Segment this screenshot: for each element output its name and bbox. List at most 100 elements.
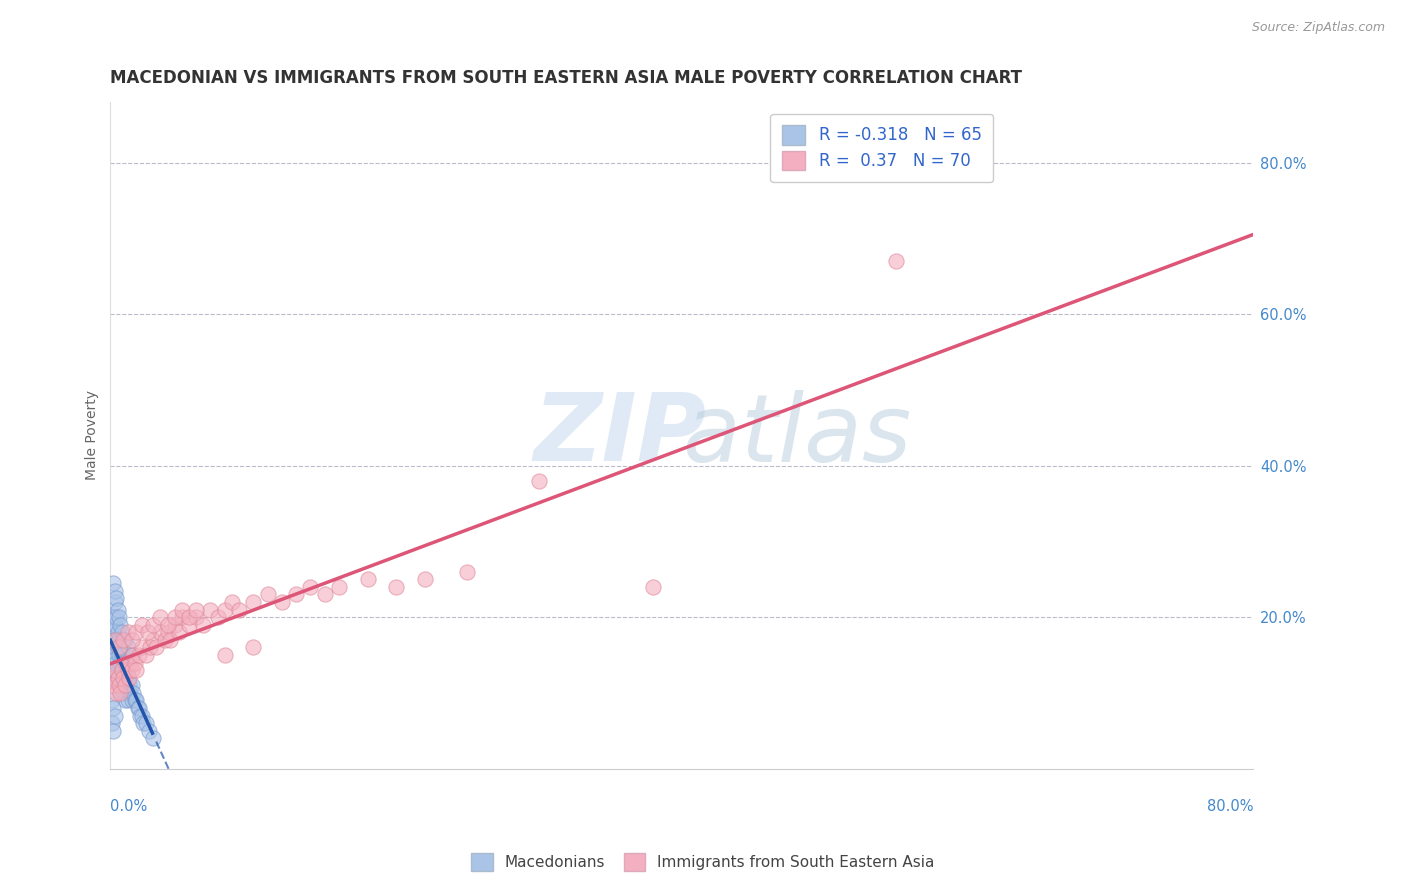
- Point: [115, 678, 138, 692]
- Point: [256, 587, 278, 601]
- Point: [112, 656, 135, 670]
- Point: [108, 640, 131, 655]
- Point: [112, 671, 135, 685]
- Point: [135, 716, 157, 731]
- Point: [527, 474, 550, 488]
- Point: [177, 617, 200, 632]
- Y-axis label: Male Poverty: Male Poverty: [86, 391, 100, 480]
- Point: [114, 678, 136, 692]
- Point: [107, 671, 129, 685]
- Point: [118, 671, 141, 685]
- Point: [643, 580, 665, 594]
- Point: [129, 708, 152, 723]
- Point: [149, 625, 172, 640]
- Point: [125, 625, 148, 640]
- Point: [456, 565, 478, 579]
- Legend: Macedonians, Immigrants from South Eastern Asia: Macedonians, Immigrants from South Easte…: [465, 847, 941, 877]
- Point: [136, 625, 159, 640]
- Point: [142, 731, 165, 746]
- Point: [221, 595, 243, 609]
- Point: [104, 663, 127, 677]
- Point: [108, 632, 131, 647]
- Point: [111, 625, 134, 640]
- Point: [117, 625, 139, 640]
- Point: [101, 716, 124, 731]
- Point: [114, 632, 136, 647]
- Point: [121, 648, 143, 662]
- Point: [105, 632, 128, 647]
- Point: [242, 595, 264, 609]
- Point: [105, 610, 128, 624]
- Point: [138, 723, 160, 738]
- Point: [184, 602, 207, 616]
- Point: [103, 678, 125, 692]
- Point: [314, 587, 336, 601]
- Point: [125, 663, 148, 677]
- Point: [193, 617, 215, 632]
- Point: [156, 625, 179, 640]
- Point: [112, 671, 135, 685]
- Point: [110, 656, 132, 670]
- Point: [207, 610, 229, 624]
- Point: [214, 602, 236, 616]
- Point: [114, 656, 136, 670]
- Point: [121, 663, 143, 677]
- Point: [170, 602, 193, 616]
- Point: [104, 595, 127, 609]
- Point: [242, 640, 264, 655]
- Point: [120, 686, 142, 700]
- Point: [145, 640, 167, 655]
- Point: [356, 572, 378, 586]
- Point: [104, 583, 127, 598]
- Point: [101, 648, 124, 662]
- Point: [117, 640, 139, 655]
- Point: [167, 625, 190, 640]
- Text: atlas: atlas: [533, 390, 911, 481]
- Point: [200, 602, 222, 616]
- Point: [124, 656, 146, 670]
- Point: [149, 610, 172, 624]
- Point: [385, 580, 408, 594]
- Point: [184, 610, 207, 624]
- Point: [111, 648, 134, 662]
- Point: [114, 671, 136, 685]
- Point: [163, 610, 186, 624]
- Point: [121, 693, 143, 707]
- Point: [120, 656, 142, 670]
- Point: [104, 632, 127, 647]
- Point: [114, 693, 136, 707]
- Point: [107, 625, 129, 640]
- Point: [101, 671, 124, 685]
- Point: [124, 693, 146, 707]
- Point: [132, 716, 155, 731]
- Point: [299, 580, 322, 594]
- Point: [159, 632, 181, 647]
- Point: [103, 576, 125, 591]
- Text: 0.0%: 0.0%: [111, 798, 148, 814]
- Point: [107, 602, 129, 616]
- Point: [127, 701, 149, 715]
- Point: [103, 723, 125, 738]
- Point: [103, 632, 125, 647]
- Point: [285, 587, 308, 601]
- Point: [117, 663, 139, 677]
- Point: [104, 617, 127, 632]
- Point: [142, 617, 165, 632]
- Point: [413, 572, 436, 586]
- Point: [104, 640, 127, 655]
- Point: [105, 591, 128, 606]
- Point: [328, 580, 350, 594]
- Point: [125, 693, 148, 707]
- Point: [111, 663, 134, 677]
- Point: [108, 648, 131, 662]
- Text: 80.0%: 80.0%: [1206, 798, 1253, 814]
- Point: [115, 656, 138, 670]
- Point: [139, 640, 162, 655]
- Point: [214, 648, 236, 662]
- Point: [121, 632, 143, 647]
- Point: [163, 617, 186, 632]
- Point: [135, 648, 157, 662]
- Point: [131, 640, 153, 655]
- Text: ZIP: ZIP: [533, 389, 706, 482]
- Point: [103, 648, 125, 662]
